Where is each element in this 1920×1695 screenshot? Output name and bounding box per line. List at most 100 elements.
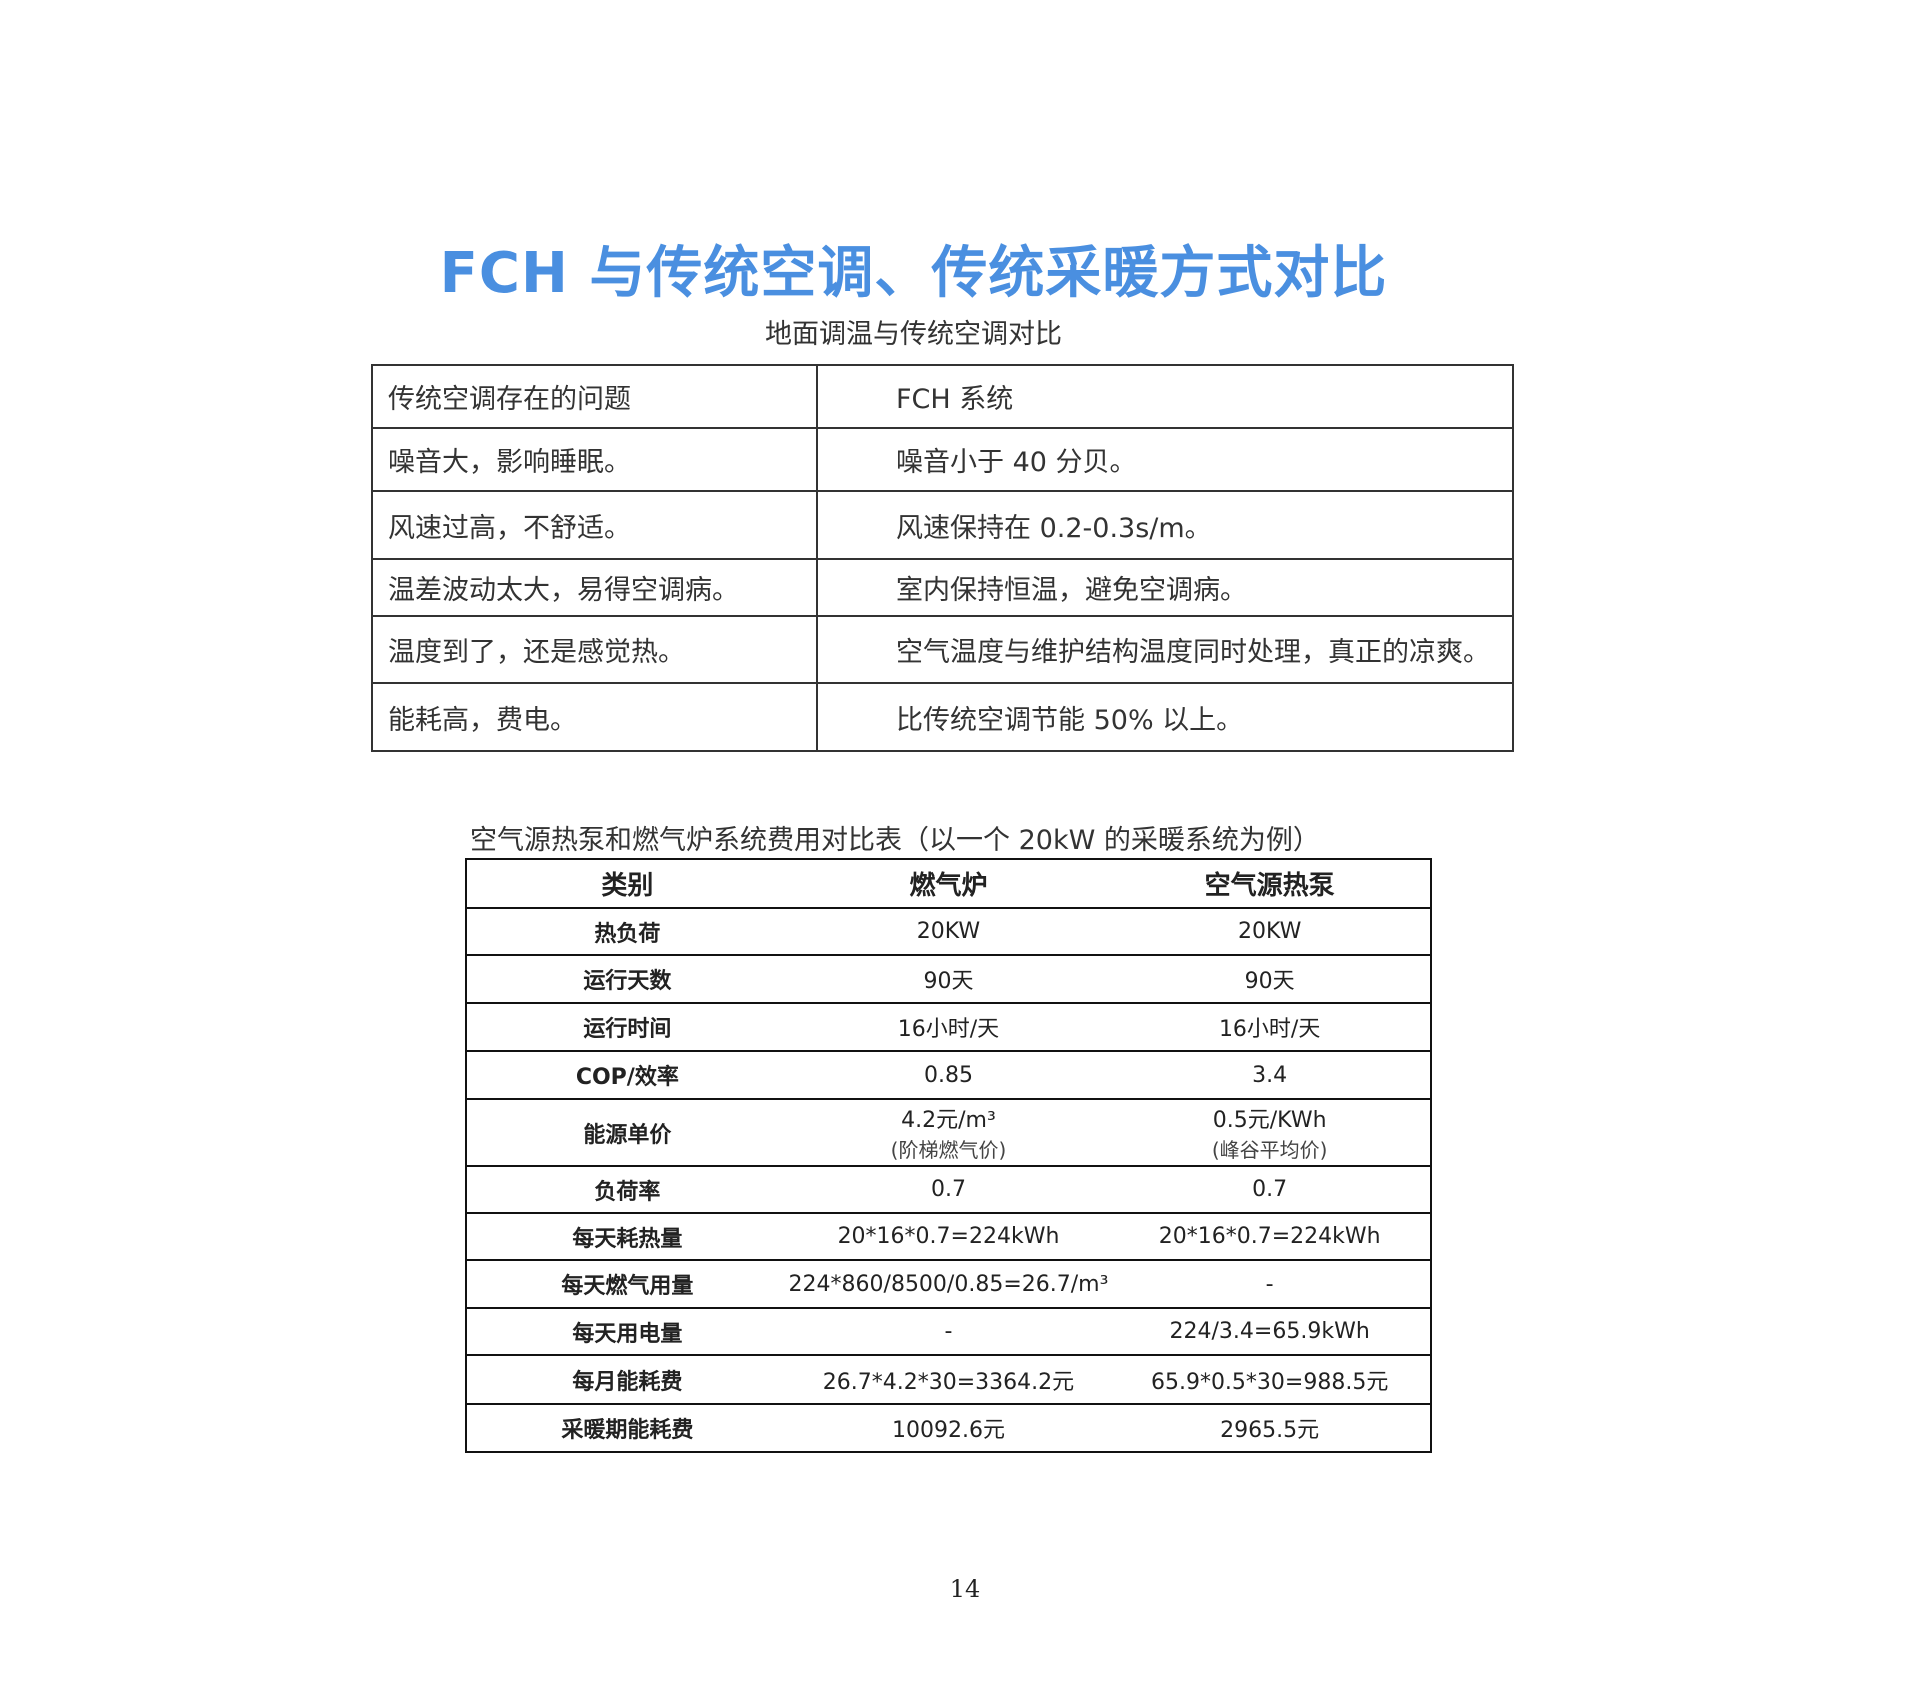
- table-cell: 热负荷: [466, 907, 788, 955]
- table-row: 温度到了，还是感觉热。 空气温度与维护结构温度同时处理，真正的凉爽。: [371, 615, 1514, 684]
- cell-text: 20KW: [1237, 919, 1302, 944]
- table-cell: 能源单价: [466, 1098, 788, 1166]
- table-row: 每天燃气用量 224*860/8500/0.85=26.7/m³ -: [466, 1259, 1431, 1308]
- table-cell: 20*16*0.7=224kWh: [1109, 1212, 1431, 1260]
- cell-text: 0.7: [930, 1177, 966, 1202]
- cell-text: 每天燃气用量: [561, 1274, 694, 1299]
- table-row: 采暖期能耗费 10092.6元 2965.5元: [466, 1403, 1431, 1452]
- table-cell: 0.5元/KWh (峰谷平均价): [1109, 1098, 1431, 1166]
- cell-text: COP/效率: [575, 1065, 679, 1090]
- table-cell: 空气温度与维护结构温度同时处理，真正的凉爽。: [816, 615, 1514, 684]
- cell-text: 16小时/天: [897, 1017, 1000, 1042]
- table-cell: 负荷率: [466, 1165, 788, 1213]
- price-note: (阶梯燃气价): [890, 1138, 1007, 1162]
- table-cell: 16小时/天: [1109, 1002, 1431, 1051]
- table-row: 温差波动太大，易得空调病。 室内保持恒温，避免空调病。: [371, 558, 1514, 617]
- column-header: 类别: [466, 858, 788, 908]
- table-cell: 温差波动太大，易得空调病。: [371, 558, 818, 617]
- table-cell: 2965.5元: [1109, 1403, 1431, 1452]
- cell-text: 热负荷: [594, 921, 661, 947]
- table-cell: 传统空调存在的问题: [371, 364, 818, 429]
- table-row: 传统空调存在的问题 FCH 系统: [371, 364, 1514, 429]
- table-row: COP/效率 0.85 3.4: [466, 1050, 1431, 1099]
- cell-text: 0.7: [1252, 1177, 1288, 1202]
- table-row: 负荷率 0.7 0.7: [466, 1165, 1431, 1213]
- table-cell: 温度到了，还是感觉热。: [371, 615, 818, 684]
- cell-text: 90天: [923, 969, 974, 994]
- cell-text: 10092.6元: [891, 1418, 1005, 1443]
- table-row: 噪音大，影响睡眠。 噪音小于 40 分贝。: [371, 427, 1514, 492]
- table-cell: 每天燃气用量: [466, 1259, 788, 1308]
- table-cell: 90天: [1109, 954, 1431, 1003]
- table-cell: 3.4: [1109, 1050, 1431, 1099]
- table-cell: 90天: [787, 954, 1110, 1003]
- fch-vs-ac-table: 传统空调存在的问题 FCH 系统 噪音大，影响睡眠。 噪音小于 40 分贝。 风速过…: [371, 364, 1514, 752]
- table-cell: FCH 系统: [816, 364, 1514, 429]
- cell-text: 16小时/天: [1218, 1017, 1321, 1042]
- table-cell: 16小时/天: [787, 1002, 1110, 1051]
- table-cell: 224*860/8500/0.85=26.7/m³: [787, 1259, 1110, 1308]
- cell-text: 每天耗热量: [572, 1226, 683, 1252]
- table-header-row: 类别 燃气炉 空气源热泵: [466, 858, 1431, 908]
- cell-text: 4.2元/m³: [901, 1108, 996, 1133]
- table-cell: 每天耗热量: [466, 1212, 788, 1260]
- table-cell: 室内保持恒温，避免空调病。: [816, 558, 1514, 617]
- table-cell: -: [787, 1307, 1110, 1355]
- table-cell: 能耗高，费电。: [371, 682, 818, 752]
- table-row: 风速过高，不舒适。 风速保持在 0.2-0.3s/m。: [371, 490, 1514, 560]
- cell-text: 0.5元/KWh: [1212, 1108, 1327, 1133]
- column-header: 燃气炉: [787, 858, 1110, 908]
- column-header: 空气源热泵: [1109, 858, 1431, 908]
- table-cell: 20KW: [787, 907, 1110, 955]
- table-cell: 噪音大，影响睡眠。: [371, 427, 818, 492]
- table-row: 运行时间 16小时/天 16小时/天: [466, 1002, 1431, 1051]
- cell-text: 3.4: [1252, 1062, 1288, 1088]
- table-cell: 4.2元/m³ (阶梯燃气价): [787, 1098, 1110, 1166]
- table-cell: 0.85: [787, 1050, 1110, 1099]
- cell-text: 20KW: [916, 919, 981, 944]
- cost-comparison-table: 类别 燃气炉 空气源热泵 热负荷 20KW 20KW 运行天数 90天 90天运行时间 16…: [465, 858, 1432, 1453]
- table2-caption: 空气源热泵和燃气炉系统费用对比表（以一个 20kW 的采暖系统为例）: [470, 825, 1320, 856]
- table-row: 能源单价 4.2元/m³ (阶梯燃气价) 0.5元/KWh (峰谷平均价): [466, 1098, 1431, 1166]
- cell-text: 能源单价: [583, 1122, 672, 1148]
- table-cell: 20*16*0.7=224kWh: [787, 1212, 1110, 1260]
- cell-text: 2965.5元: [1220, 1418, 1320, 1443]
- price-note: (峰谷平均价): [1211, 1138, 1328, 1162]
- cell-text: -: [1265, 1271, 1274, 1297]
- cell-text: 90天: [1244, 969, 1295, 994]
- table-cell: 20KW: [1109, 907, 1431, 955]
- table-cell: 噪音小于 40 分贝。: [816, 427, 1514, 492]
- cell-text: 0.85: [923, 1062, 973, 1088]
- table-cell: 65.9*0.5*30=988.5元: [1109, 1354, 1431, 1404]
- table-row: 每天耗热量 20*16*0.7=224kWh 20*16*0.7=224kWh: [466, 1212, 1431, 1260]
- table-cell: 风速过高，不舒适。: [371, 490, 818, 560]
- cell-text: 运行天数: [583, 969, 672, 994]
- page-title: FCH 与传统空调、传统采暖方式对比: [439, 241, 1388, 306]
- table-cell: 0.7: [787, 1165, 1110, 1213]
- table-row: 每月能耗费 26.7*4.2*30=3364.2元 65.9*0.5*30=988.…: [466, 1354, 1431, 1404]
- cell-text: 每月能耗费: [572, 1369, 683, 1395]
- table-cell: 采暖期能耗费: [466, 1403, 788, 1452]
- table-cell: COP/效率: [466, 1050, 788, 1099]
- table-row: 能耗高，费电。 比传统空调节能 50% 以上。: [371, 682, 1514, 752]
- table-cell: 每月能耗费: [466, 1354, 788, 1404]
- cell-text: 65.9*0.5*30=988.5元: [1150, 1369, 1389, 1395]
- cell-text: 每天用电量: [572, 1321, 683, 1347]
- table-cell: 风速保持在 0.2-0.3s/m。: [816, 490, 1514, 560]
- table-cell: 运行时间: [466, 1002, 788, 1051]
- cell-text: 26.7*4.2*30=3364.2元: [822, 1369, 1075, 1395]
- table-cell: 0.7: [1109, 1165, 1431, 1213]
- table-cell: 比传统空调节能 50% 以上。: [816, 682, 1514, 752]
- cell-text: 224*860/8500/0.85=26.7/m³: [788, 1271, 1109, 1297]
- table-cell: 26.7*4.2*30=3364.2元: [787, 1354, 1110, 1404]
- table-row: 运行天数 90天 90天: [466, 954, 1431, 1003]
- cell-text: 负荷率: [594, 1179, 661, 1205]
- table-cell: 10092.6元: [787, 1403, 1110, 1452]
- table-row: 每天用电量 - 224/3.4=65.9kWh: [466, 1307, 1431, 1355]
- page-number: 14: [949, 1575, 981, 1603]
- cell-text: 20*16*0.7=224kWh: [837, 1224, 1060, 1249]
- cell-text: 20*16*0.7=224kWh: [1158, 1224, 1381, 1249]
- cell-text: 224/3.4=65.9kWh: [1169, 1319, 1370, 1344]
- cell-text: -: [944, 1319, 953, 1344]
- table-row: 热负荷 20KW 20KW: [466, 907, 1431, 955]
